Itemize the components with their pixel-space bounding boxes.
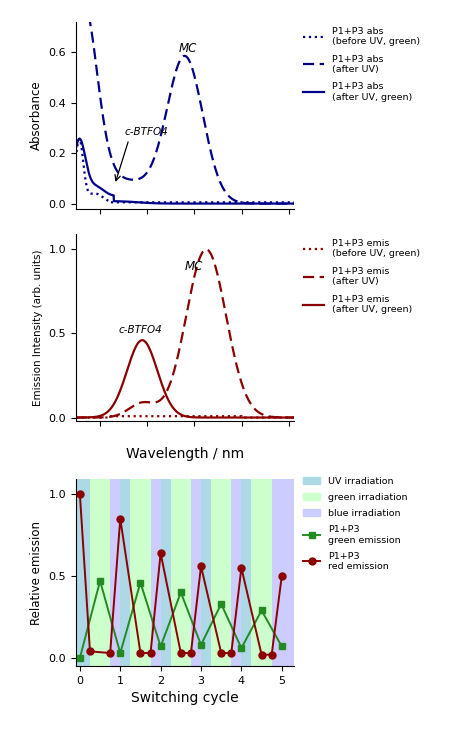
Legend: UV irradiation, green irradiation, blue irradiation, P1+P3
green emission, P1+P3: UV irradiation, green irradiation, blue …: [303, 477, 407, 571]
Bar: [151, 479, 161, 666]
Bar: [120, 479, 130, 666]
Text: Wavelength / nm: Wavelength / nm: [126, 447, 244, 461]
Bar: [130, 479, 151, 666]
Bar: [211, 479, 231, 666]
Bar: [76, 479, 90, 666]
Text: MC: MC: [185, 260, 203, 272]
Bar: [161, 479, 171, 666]
Bar: [201, 479, 211, 666]
Bar: [110, 479, 120, 666]
Bar: [252, 479, 272, 666]
X-axis label: Switching cycle: Switching cycle: [131, 692, 239, 706]
Legend: P1+P3 abs
(before UV, green), P1+P3 abs
(after UV), P1+P3 abs
(after UV, green): P1+P3 abs (before UV, green), P1+P3 abs …: [303, 26, 420, 102]
Text: c-BTFO4: c-BTFO4: [124, 127, 168, 138]
Bar: [191, 479, 201, 666]
Y-axis label: Absorbance: Absorbance: [30, 81, 43, 150]
Bar: [171, 479, 191, 666]
Bar: [272, 479, 294, 666]
Bar: [241, 479, 252, 666]
Y-axis label: Relative emission: Relative emission: [30, 520, 43, 625]
Y-axis label: Emission Intensity (arb. units): Emission Intensity (arb. units): [33, 250, 43, 406]
Text: MC: MC: [179, 42, 198, 55]
Text: c-BTFO4: c-BTFO4: [118, 326, 162, 335]
Legend: P1+P3 emis
(before UV, green), P1+P3 emis
(after UV), P1+P3 emis
(after UV, gree: P1+P3 emis (before UV, green), P1+P3 emi…: [303, 239, 420, 314]
Bar: [231, 479, 241, 666]
Bar: [90, 479, 110, 666]
